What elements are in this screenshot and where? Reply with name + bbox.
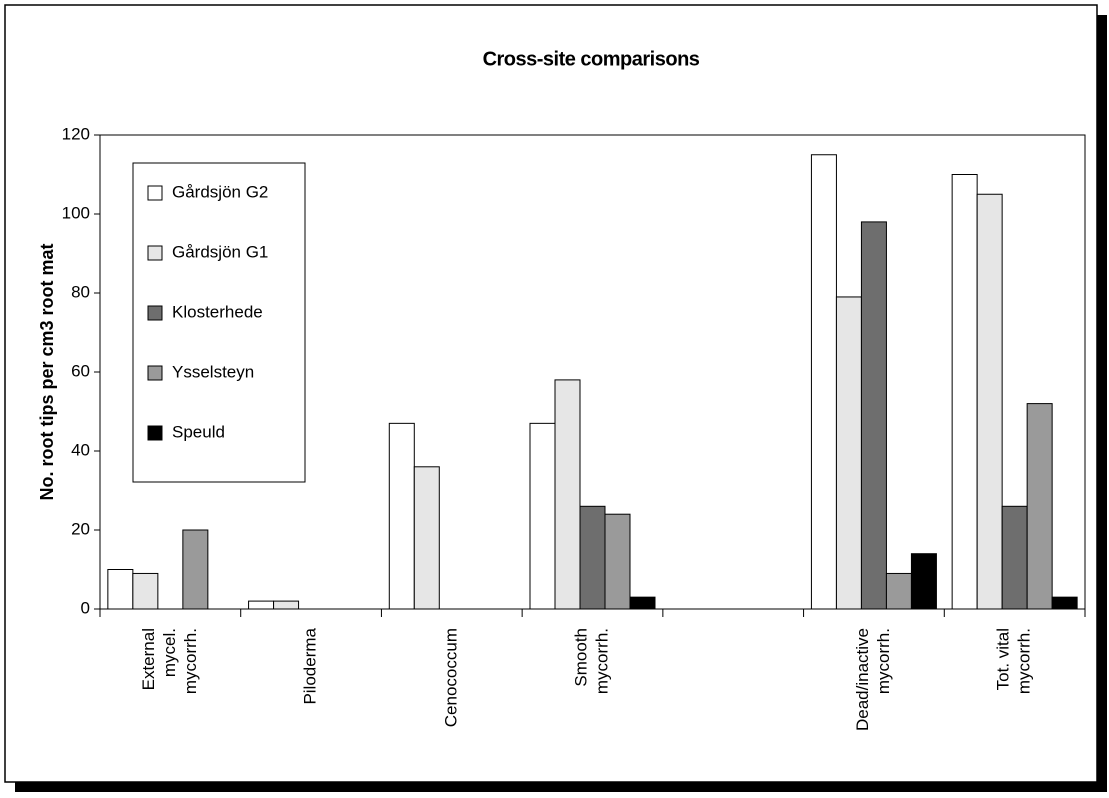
bar — [132, 572, 159, 610]
bar — [107, 569, 134, 610]
y-tick-label: 100 — [62, 203, 90, 222]
y-axis-label: No. root tips per cm3 root mat — [37, 243, 57, 500]
bar — [273, 600, 300, 610]
bar — [629, 596, 656, 610]
y-tick-label: 40 — [71, 440, 90, 459]
x-tick-label: Dead/inactive — [853, 628, 872, 731]
x-tick-label: mycorrh. — [1015, 628, 1034, 694]
legend-label: Ysselsteyn — [172, 362, 254, 381]
bar — [579, 505, 606, 610]
x-tick-label: External — [139, 628, 158, 690]
bar — [1001, 505, 1028, 610]
legend-label: Klosterhede — [172, 302, 263, 321]
bar — [1026, 403, 1053, 610]
bar — [182, 529, 209, 610]
bar — [604, 513, 631, 610]
bar — [413, 466, 440, 610]
x-tick-label: Tot. vital — [994, 628, 1013, 690]
legend-label: Gårdsjön G1 — [172, 242, 268, 261]
x-tick-label: mycorrh. — [874, 628, 893, 694]
legend-swatch — [147, 425, 163, 441]
bar — [529, 422, 556, 610]
bar — [810, 154, 837, 610]
bar — [835, 296, 862, 610]
x-tick-label: Smooth — [571, 628, 590, 687]
legend-swatch — [147, 245, 163, 261]
y-tick-label: 120 — [62, 124, 90, 143]
bar — [976, 193, 1003, 610]
x-tick-label: Cenococcum — [441, 628, 460, 727]
x-tick-label: Piloderma — [301, 627, 320, 704]
x-tick-label: mycorrh. — [181, 628, 200, 694]
bar — [1051, 596, 1078, 610]
y-tick-label: 20 — [71, 519, 90, 538]
bar — [248, 600, 275, 610]
legend-label: Gårdsjön G2 — [172, 182, 268, 201]
bar — [951, 174, 978, 610]
bar — [554, 379, 581, 610]
bar — [860, 221, 887, 610]
x-tick-label: mycel. — [160, 628, 179, 677]
y-tick-label: 80 — [71, 282, 90, 301]
chart-title: Cross-site comparisons — [483, 48, 700, 70]
legend-swatch — [147, 185, 163, 201]
x-tick-label: mycorrh. — [592, 628, 611, 694]
bar — [910, 553, 937, 610]
y-tick-label: 0 — [81, 598, 90, 617]
legend-swatch — [147, 305, 163, 321]
legend-swatch — [147, 365, 163, 381]
y-tick-label: 60 — [71, 361, 90, 380]
legend-label: Speuld — [172, 422, 225, 441]
bar — [885, 572, 912, 610]
bar — [388, 422, 415, 610]
